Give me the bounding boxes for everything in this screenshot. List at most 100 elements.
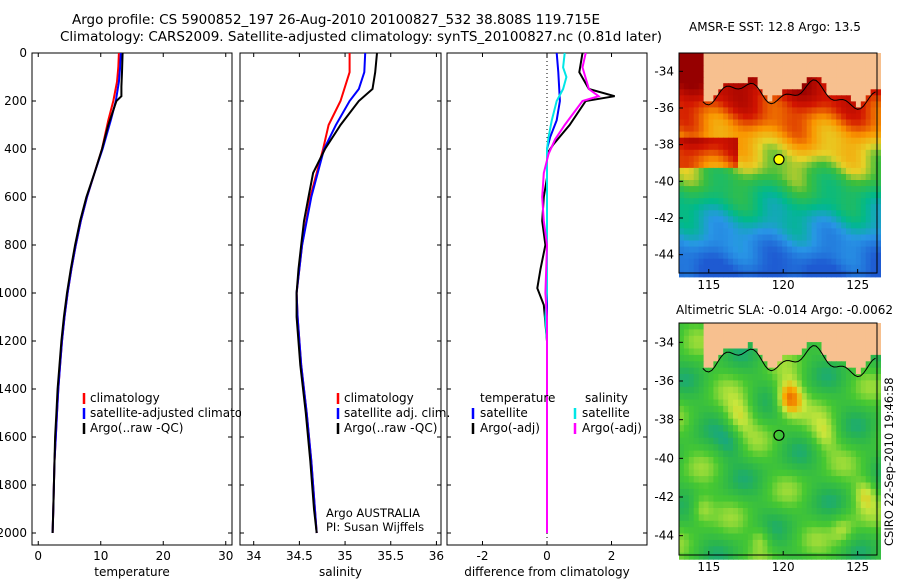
sla-map-cell (703, 495, 710, 503)
sla-map-cell (752, 380, 759, 388)
sla-map-cell (806, 546, 813, 554)
sst-map-cell (703, 210, 710, 217)
sst-map-cell (801, 216, 808, 223)
sla-map-cell (782, 418, 788, 426)
sst-map-cell (723, 234, 729, 242)
sst-map-cell (875, 143, 881, 151)
sla-map-cell (821, 539, 827, 547)
sst-map-cell (733, 180, 739, 187)
sst-map-cell (723, 119, 729, 127)
sla-map-cell (831, 412, 837, 420)
sla-map-cell (762, 457, 768, 464)
sst-map-cell (752, 216, 759, 223)
sst-map-cell (806, 155, 813, 163)
sla-map-cell (723, 508, 729, 515)
sst-map-cell (841, 192, 847, 199)
sst-map-cell (792, 180, 798, 187)
sla-map-cell (806, 405, 813, 413)
sla-map-cell (733, 539, 739, 547)
sst-map-cell (777, 192, 783, 199)
sla-map-cell (831, 476, 837, 484)
sst-map-cell (860, 137, 867, 145)
sst-map-cell (855, 186, 862, 193)
sst-map-cell (870, 192, 877, 199)
sst-map-cell (767, 59, 773, 66)
sla-map-cell (855, 374, 862, 381)
sst-map-cell (816, 95, 823, 102)
sla-map-cell (693, 425, 700, 433)
sst-map-cell (772, 186, 778, 193)
sla-map-cell (860, 329, 867, 337)
sla-map-cell (752, 361, 759, 369)
sla-map-cell (816, 393, 823, 401)
sst-map-cell (850, 180, 857, 187)
sla-map-cell (738, 463, 744, 471)
sla-map-cell (875, 482, 881, 490)
salinity-legend-entry: Argo(..raw -QC) (344, 421, 437, 435)
sst-map-cell (733, 228, 739, 235)
sst-map-cell (688, 101, 695, 108)
sla-map-cell (875, 425, 881, 433)
sla-map-cell (738, 361, 744, 369)
sla-map-cell (846, 323, 852, 330)
sst-map-cell (875, 204, 881, 211)
sla-map-cell (679, 431, 685, 439)
sst-map-cell (855, 83, 862, 90)
sla-map-cell (767, 380, 773, 388)
sla-map-cell (850, 488, 857, 496)
sla-map-cell (718, 469, 724, 477)
sst-map-cell (683, 264, 690, 272)
sst-map-cell (708, 204, 714, 211)
sla-map-cell (698, 380, 705, 388)
sst-map-cell (821, 149, 827, 157)
sla-map-cell (752, 508, 759, 515)
sst-map-cell (718, 210, 724, 217)
sla-map-cell (796, 527, 803, 535)
sla-map-cell (728, 552, 734, 560)
sla-map-cell (757, 520, 764, 528)
sla-map-cell (836, 425, 842, 433)
sla-map-cell (850, 399, 857, 407)
sst-map-cell (718, 270, 724, 278)
sla-map-cell (826, 425, 832, 433)
sla-map-cell (841, 501, 847, 509)
sst-map-cell (733, 149, 739, 157)
sla-map-cell (718, 354, 724, 362)
sst-map-cell (836, 258, 842, 266)
sla-map-cell (772, 469, 778, 477)
sst-map-cell (821, 89, 827, 96)
sla-map-cell (850, 374, 857, 381)
sst-map-cell (733, 137, 739, 145)
sst-map-cell (688, 264, 695, 272)
sst-map-cell (698, 53, 705, 60)
sla-map-cell (698, 488, 705, 496)
sla-map-cell (811, 482, 818, 490)
sst-map-cell (703, 270, 710, 278)
sst-map-cell (801, 264, 808, 272)
sst-map-cell (811, 53, 818, 60)
sst-map-cell (806, 137, 813, 145)
sla-map-cell (831, 533, 837, 541)
sst-map-cell (875, 216, 881, 223)
sst-map-cell (875, 155, 881, 163)
sst-map-cell (747, 210, 754, 217)
sla-map-cell (693, 539, 700, 547)
sla-map-cell (718, 367, 724, 375)
sst-map-cell (811, 216, 818, 223)
sst-map-cell (762, 210, 768, 217)
sla-map-cell (792, 469, 798, 477)
sst-map-cell (728, 216, 734, 223)
sst-map-cell (870, 234, 877, 242)
sst-map-cell (752, 95, 759, 102)
sla-map-cell (757, 323, 764, 330)
sst-map-cell (683, 167, 690, 175)
sst-map-xtick-label: 125 (846, 278, 869, 292)
sla-map-cell (723, 463, 729, 471)
sla-map-cell (782, 508, 788, 515)
sst-map-cell (796, 246, 803, 254)
sst-map-cell (713, 180, 719, 187)
sst-map-cell (787, 222, 793, 229)
sst-map-cell (742, 101, 749, 108)
sst-map-cell (738, 216, 744, 223)
sla-map-cell (787, 418, 793, 426)
